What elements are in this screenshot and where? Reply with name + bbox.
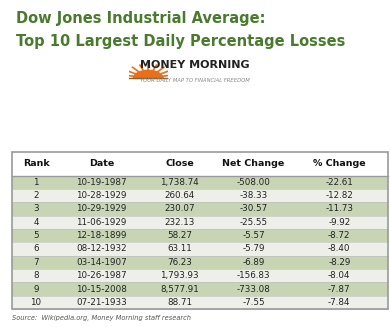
Text: 12-18-1899: 12-18-1899 (76, 231, 127, 240)
Text: -30.57: -30.57 (239, 204, 268, 214)
Text: 08-12-1932: 08-12-1932 (76, 245, 127, 253)
Text: 10-28-1929: 10-28-1929 (76, 191, 127, 200)
Text: -7.55: -7.55 (242, 298, 265, 307)
Text: 4: 4 (33, 218, 39, 227)
Text: YOUR DAILY MAP TO FINANCIAL FREEDOM: YOUR DAILY MAP TO FINANCIAL FREEDOM (140, 77, 250, 83)
Text: -12.82: -12.82 (325, 191, 353, 200)
Text: 9: 9 (33, 284, 39, 294)
Text: 7: 7 (33, 258, 39, 267)
Text: Net Change: Net Change (222, 159, 285, 168)
Text: -7.87: -7.87 (328, 284, 351, 294)
Text: -6.89: -6.89 (242, 258, 265, 267)
Text: -5.79: -5.79 (242, 245, 265, 253)
Text: Source:  Wikipedia.org, Money Morning staff research: Source: Wikipedia.org, Money Morning sta… (12, 315, 191, 321)
Text: 1,738.74: 1,738.74 (160, 178, 199, 187)
Text: -11.73: -11.73 (325, 204, 353, 214)
Text: 07-21-1933: 07-21-1933 (76, 298, 127, 307)
Text: -9.92: -9.92 (328, 218, 351, 227)
Text: -8.04: -8.04 (328, 271, 351, 280)
Text: -38.33: -38.33 (239, 191, 268, 200)
Text: 88.71: 88.71 (167, 298, 192, 307)
Text: Close: Close (165, 159, 194, 168)
Text: 10-29-1929: 10-29-1929 (76, 204, 127, 214)
Text: MONEY MORNING: MONEY MORNING (140, 60, 250, 70)
Text: -508.00: -508.00 (237, 178, 270, 187)
Text: -8.29: -8.29 (328, 258, 351, 267)
Text: Top 10 Largest Daily Percentage Losses: Top 10 Largest Daily Percentage Losses (16, 34, 345, 49)
Text: 5: 5 (33, 231, 39, 240)
Text: 8,577.91: 8,577.91 (160, 284, 199, 294)
Text: 10-26-1987: 10-26-1987 (76, 271, 127, 280)
Text: -8.40: -8.40 (328, 245, 351, 253)
Text: 10-15-2008: 10-15-2008 (76, 284, 127, 294)
Text: 1,793.93: 1,793.93 (160, 271, 199, 280)
Text: 10-19-1987: 10-19-1987 (76, 178, 127, 187)
Text: 1: 1 (33, 178, 39, 187)
Text: 11-06-1929: 11-06-1929 (76, 218, 127, 227)
Text: 63.11: 63.11 (167, 245, 192, 253)
Text: -25.55: -25.55 (239, 218, 268, 227)
Text: 260.64: 260.64 (164, 191, 195, 200)
Text: 232.13: 232.13 (164, 218, 195, 227)
Text: 58.27: 58.27 (167, 231, 192, 240)
Text: -733.08: -733.08 (237, 284, 270, 294)
Text: 3: 3 (33, 204, 39, 214)
Text: 230.07: 230.07 (164, 204, 195, 214)
Text: -156.83: -156.83 (237, 271, 270, 280)
Text: % Change: % Change (313, 159, 365, 168)
Text: 10: 10 (30, 298, 42, 307)
Text: 6: 6 (33, 245, 39, 253)
Text: 76.23: 76.23 (167, 258, 192, 267)
Text: Rank: Rank (23, 159, 50, 168)
Text: -8.72: -8.72 (328, 231, 351, 240)
Text: 8: 8 (33, 271, 39, 280)
Text: Date: Date (89, 159, 114, 168)
Text: -5.57: -5.57 (242, 231, 265, 240)
Text: -7.84: -7.84 (328, 298, 351, 307)
Polygon shape (133, 70, 163, 78)
Text: Dow Jones Industrial Average:: Dow Jones Industrial Average: (16, 11, 265, 26)
Text: 2: 2 (33, 191, 39, 200)
Text: 03-14-1907: 03-14-1907 (76, 258, 127, 267)
Text: -22.61: -22.61 (325, 178, 353, 187)
